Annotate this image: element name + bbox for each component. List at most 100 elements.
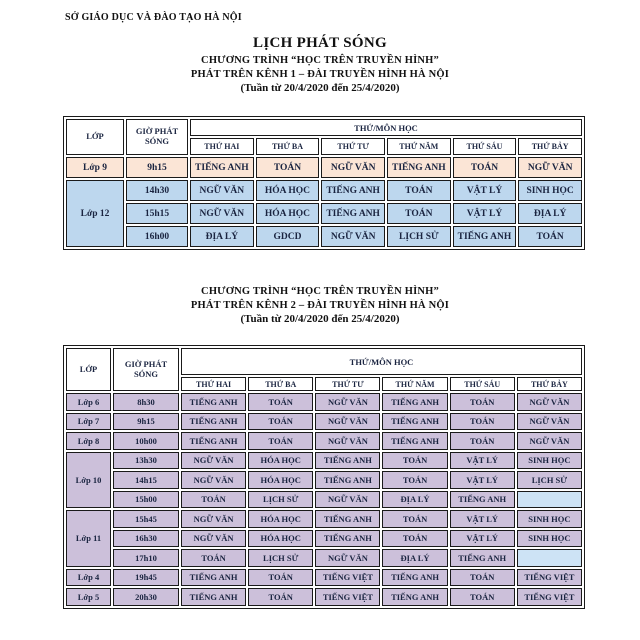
subject-cell: TIẾNG ANH [382, 412, 448, 430]
schedule-row: Lớp 11 15h45 NGỮ VĂN HÓA HỌC TIẾNG ANH TOÁN VẬ… [66, 510, 582, 567]
schedule-table-channel-2: LỚP GIỜ PHÁT SÓNG THỨ/MÔN HỌC THỨ HAI TH… [63, 345, 585, 609]
schedule-row: Lớp 7 9h15 TIẾNG ANH TOÁN NGỮ VĂN TIẾNG ANH TO… [66, 412, 582, 430]
section1-week-range: (Tuần từ 20/4/2020 đến 25/4/2020) [240, 82, 400, 94]
day-header-monday: THỨ HAI [181, 377, 247, 391]
schedule-row: 14h15 NGỮ VĂN HÓA HỌC TIẾNG ANH TOÁN VẬT LÝ LỊ… [66, 471, 582, 489]
column-header-time: GIỜ PHÁT SÓNG [126, 119, 188, 155]
day-header-saturday: THỨ BẢY [518, 138, 582, 155]
subject-cell: VẬT LÝ [449, 471, 515, 489]
class-cell: Lớp 5 [66, 588, 111, 606]
subject-cell: VẬT LÝ [452, 203, 517, 224]
subject-cell: VẬT LÝ [452, 180, 517, 201]
time-cell: 16h30 [113, 529, 179, 547]
schedule-row: Lớp 9 9h15 TIẾNG ANH TOÁN NGỮ VĂN TIẾNG ANH TO… [66, 157, 582, 178]
day-header-friday: THỨ SÁU [452, 138, 517, 155]
section1-program-line: CHƯƠNG TRÌNH “HỌC TRÊN TRUYỀN HÌNH” [201, 55, 439, 66]
subject-cell: TIẾNG ANH [382, 588, 448, 606]
table1-header-row-2: THỨ HAI THỨ BA THỨ TƯ THỨ NĂM THỨ SÁU TH… [66, 138, 582, 155]
subject-cell: TIẾNG ANH [449, 549, 515, 567]
subject-cell: NGỮ VĂN [181, 529, 247, 547]
subject-cell: TIẾNG ANH [181, 568, 247, 586]
day-header-wednesday: THỨ TƯ [321, 138, 385, 155]
subject-cell: NGỮ VĂN [181, 451, 247, 469]
subject-cell: NGỮ VĂN [315, 490, 381, 508]
time-cell: 9h15 [113, 412, 179, 430]
subject-cell: TOÁN [382, 471, 448, 489]
schedule-row: Lớp 12 14h30 NGỮ VĂN HÓA HỌC TIẾNG ANH TOÁN VẬ… [66, 180, 582, 247]
subject-cell: TIẾNG ANH [315, 451, 381, 469]
schedule-table-channel-1: LỚP GIỜ PHÁT SÓNG THỨ/MÔN HỌC THỨ HAI TH… [63, 116, 585, 250]
subject-cell: HÓA HỌC [255, 203, 320, 224]
column-header-class: LỚP [66, 348, 111, 391]
class-cell: Lớp 7 [66, 412, 111, 430]
subject-cell: TOÁN [382, 510, 448, 528]
subject-cell: NGỮ VĂN [315, 412, 381, 430]
page-title: LỊCH PHÁT SÓNG [253, 35, 387, 51]
subject-cell: TIẾNG ANH [382, 568, 448, 586]
subject-cell: ĐỊA LÝ [190, 226, 254, 247]
subject-cell: TOÁN [248, 568, 314, 586]
subject-cell: TOÁN [449, 393, 515, 411]
subject-cell: SINH HỌC [518, 180, 582, 201]
day-header-tuesday: THỨ BA [248, 377, 314, 391]
subject-cell: TIẾNG ANH [190, 157, 254, 178]
organization-name: SỞ GIÁO DỤC VÀ ĐÀO TẠO HÀ NỘI [65, 12, 242, 23]
subject-cell: SINH HỌC [516, 529, 582, 547]
column-header-day-subject: THỨ/MÔN HỌC [181, 348, 582, 375]
subject-cell: VẬT LÝ [449, 510, 515, 528]
subject-cell: TOÁN [449, 412, 515, 430]
subject-cell: TOÁN [248, 588, 314, 606]
time-cell: 10h00 [113, 432, 179, 450]
class-cell: Lớp 11 [66, 510, 111, 567]
subject-cell: NGỮ VĂN [516, 412, 582, 430]
subject-cell: TIẾNG ANH [321, 180, 385, 201]
schedule-row: 17h10 TOÁN LỊCH SỬ NGỮ VĂN ĐỊA LÝ TIẾNG ANH [66, 549, 582, 567]
subject-cell: HÓA HỌC [248, 510, 314, 528]
class-cell: Lớp 6 [66, 393, 111, 411]
table2-header-row-1: LỚP GIỜ PHÁT SÓNG THỨ/MÔN HỌC [66, 348, 582, 391]
day-header-saturday: THỨ BẢY [516, 377, 582, 391]
day-header-tuesday: THỨ BA [255, 138, 320, 155]
subject-cell: TIẾNG ANH [449, 490, 515, 508]
subject-cell: TIẾNG ANH [181, 588, 247, 606]
subject-cell: TIẾNG ANH [452, 226, 517, 247]
subject-cell: NGỮ VĂN [321, 226, 385, 247]
table2-header-row-2: THỨ HAI THỨ BA THỨ TƯ THỨ NĂM THỨ SÁU TH… [66, 377, 582, 391]
time-cell: 17h10 [113, 549, 179, 567]
subject-cell: ĐỊA LÝ [382, 490, 448, 508]
subject-cell: TIẾNG ANH [382, 393, 448, 411]
schedule-row: Lớp 4 19h45 TIẾNG ANH TOÁN TIẾNG VIỆT TIẾNG A… [66, 568, 582, 586]
schedule-row: 16h30 NGỮ VĂN HÓA HỌC TIẾNG ANH TOÁN VẬT LÝ SI… [66, 529, 582, 547]
class-cell: Lớp 9 [66, 157, 124, 178]
day-header-wednesday: THỨ TƯ [315, 377, 381, 391]
subject-cell: TOÁN [518, 226, 582, 247]
subject-cell: LỊCH SỬ [386, 226, 451, 247]
schedule-row: Lớp 10 13h30 NGỮ VĂN HÓA HỌC TIẾNG ANH TOÁN VẬ… [66, 451, 582, 508]
subject-cell: HÓA HỌC [255, 180, 320, 201]
day-header-monday: THỨ HAI [190, 138, 254, 155]
subject-cell: TOÁN [386, 203, 451, 224]
subject-cell: LỊCH SỬ [248, 549, 314, 567]
subject-cell: NGỮ VĂN [190, 180, 254, 201]
subject-cell: NGỮ VĂN [516, 393, 582, 411]
subject-cell: TIẾNG ANH [386, 157, 451, 178]
schedule-row: 15h00 TOÁN LỊCH SỬ NGỮ VĂN ĐỊA LÝ TIẾNG ANH [66, 490, 582, 508]
subject-cell: TOÁN [382, 529, 448, 547]
column-header-day-subject: THỨ/MÔN HỌC [190, 119, 582, 136]
subject-cell: NGỮ VĂN [315, 432, 381, 450]
subject-cell: VẬT LÝ [449, 529, 515, 547]
subject-cell: TOÁN [386, 180, 451, 201]
schedule-row: Lớp 6 8h30 TIẾNG ANH TOÁN NGỮ VĂN TIẾNG ANH TO… [66, 393, 582, 411]
time-cell: 8h30 [113, 393, 179, 411]
subject-cell: TOÁN [382, 451, 448, 469]
section2-week-range: (Tuần từ 20/4/2020 đến 25/4/2020) [240, 313, 400, 325]
subject-cell: VẬT LÝ [449, 451, 515, 469]
subject-cell: TOÁN [449, 588, 515, 606]
subject-cell: NGỮ VĂN [315, 393, 381, 411]
time-cell: 19h45 [113, 568, 179, 586]
subject-cell: SINH HỌC [516, 510, 582, 528]
time-cell: 15h15 [126, 203, 188, 224]
subject-cell: NGỮ VĂN [516, 432, 582, 450]
subject-cell: ĐỊA LÝ [518, 203, 582, 224]
